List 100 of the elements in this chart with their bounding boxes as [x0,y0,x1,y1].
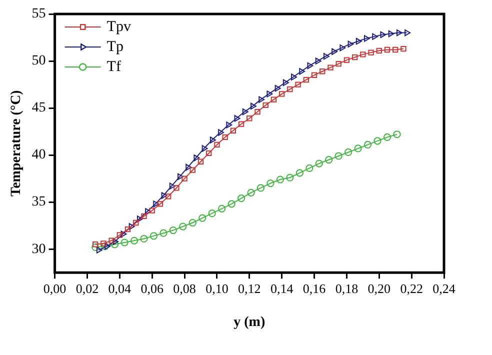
point [320,68,326,74]
point [256,184,265,192]
x-tick-label: 0,14 [270,280,294,296]
point [145,208,152,215]
point [112,238,119,245]
point [104,242,110,250]
point [160,229,168,237]
point [140,234,148,243]
point [254,108,260,115]
point [230,128,236,134]
point [179,222,187,230]
point [92,242,98,248]
point [276,176,284,184]
point [344,148,352,156]
y-tick-label: 40 [32,148,46,163]
point [332,48,338,55]
point [149,208,155,214]
point [222,134,228,140]
point [141,213,147,220]
point [258,96,265,103]
point [128,223,135,230]
point [136,216,143,222]
point [228,200,236,208]
point [295,82,301,88]
point [334,152,342,160]
point [303,76,309,83]
point [282,79,289,86]
point [266,90,273,98]
y-tick-label: 50 [32,54,46,69]
x-tick-label: 0,08 [173,280,196,296]
point [388,30,394,38]
point [364,35,370,42]
point [208,210,216,218]
x-tick-label: 0,20 [368,280,391,296]
point [101,242,109,250]
x-tick-label: 0,04 [108,280,132,296]
point [116,232,122,238]
point [311,72,318,78]
point [218,129,224,136]
point [174,185,180,191]
point [384,46,390,53]
x-tick-label: 0,10 [206,280,228,296]
point [246,116,252,122]
point [250,102,256,110]
point [210,136,216,144]
point [348,40,354,48]
point [315,160,323,168]
point [182,176,188,182]
point [190,167,196,173]
point [242,108,248,116]
y-axis-title: Temperature (°C) [9,90,24,196]
point [96,246,102,254]
legend-label: Tpv [106,18,132,35]
point [124,226,131,232]
point [368,50,374,56]
point [194,154,200,162]
point [153,200,160,208]
x-axis-title: y (m) [234,315,266,330]
point [360,52,366,58]
point [247,188,255,196]
point [218,204,226,212]
point [344,57,350,63]
point [306,164,314,172]
x-tick-label: 0,16 [302,280,326,296]
point [374,137,382,145]
point [325,156,333,164]
x-tick-label: 0,06 [140,280,164,296]
point [354,144,362,152]
point [299,68,306,75]
point [352,54,358,60]
point [206,150,212,156]
point [161,192,168,199]
point [198,158,204,164]
point [291,74,297,80]
point [237,194,246,202]
point [266,179,274,188]
point [307,62,314,70]
legend-label: Tf [106,58,121,75]
point [120,238,128,246]
point [120,230,127,238]
point [238,121,244,127]
point [393,130,401,138]
point [336,61,342,67]
point [404,29,410,36]
point [188,218,196,227]
y-tick-label: 55 [32,6,46,22]
point [133,220,139,226]
point [270,96,277,102]
point [279,91,285,97]
point [396,29,402,36]
point [274,84,281,92]
point [372,33,378,40]
y-tick-label: 45 [32,100,46,116]
point [111,240,119,248]
point [340,44,346,52]
x-tick-label: 0,22 [400,280,423,296]
point [296,169,304,177]
point [130,236,138,244]
point [287,86,293,92]
point [380,31,386,38]
